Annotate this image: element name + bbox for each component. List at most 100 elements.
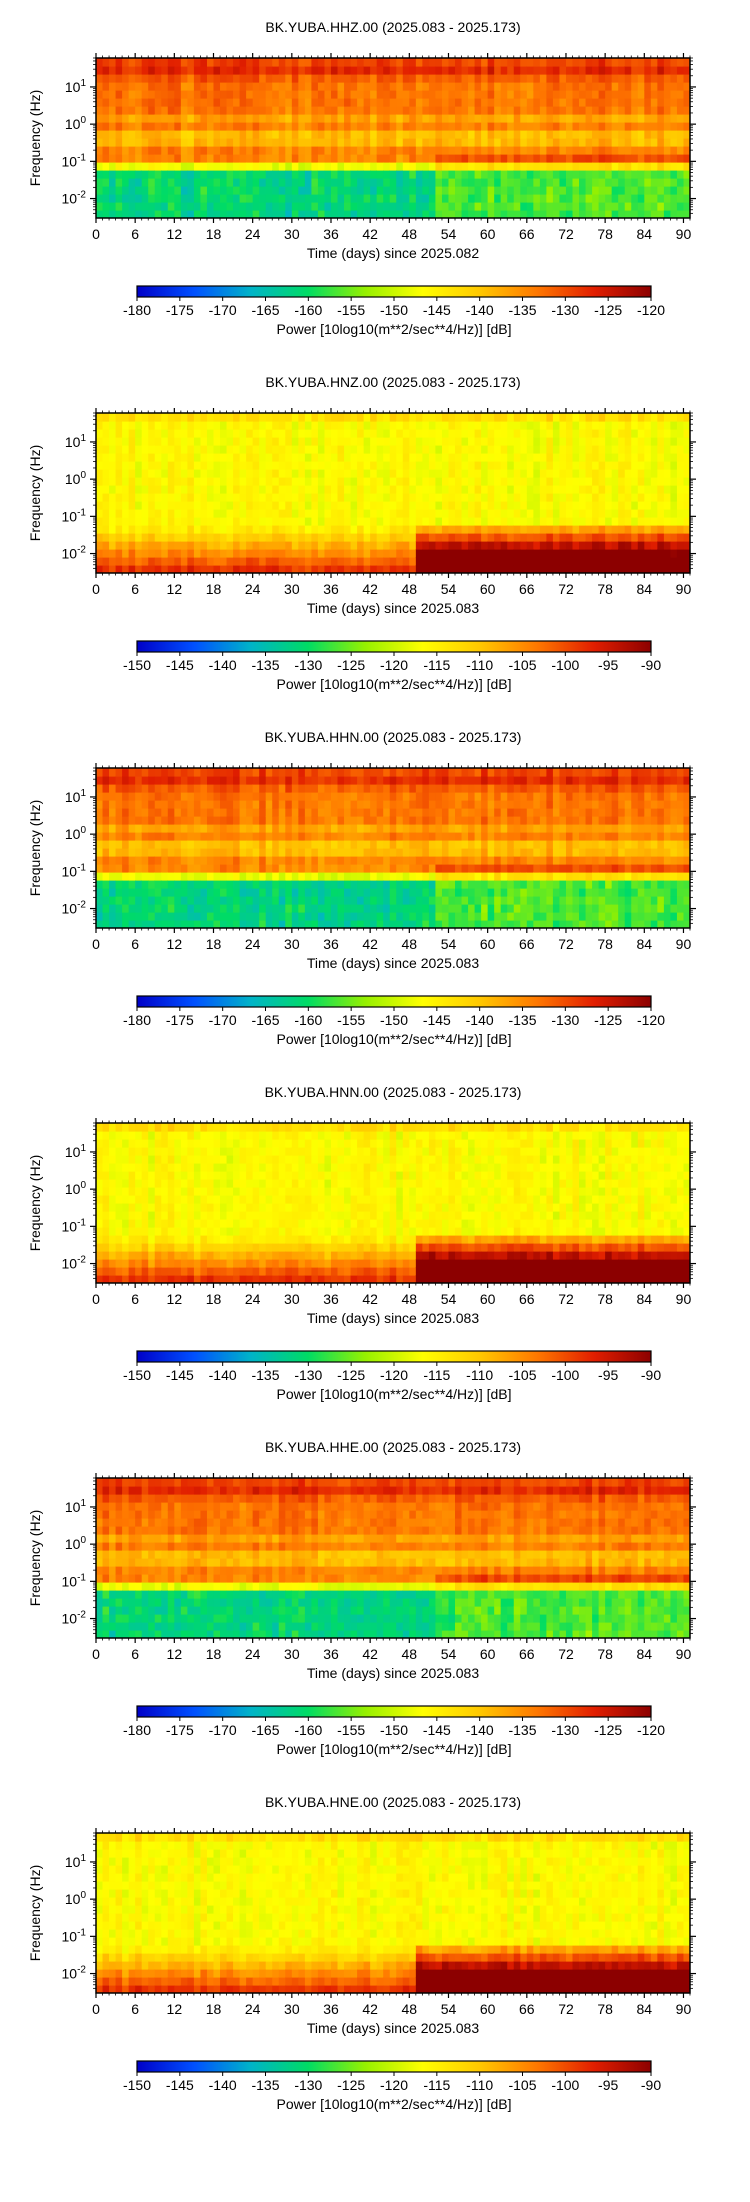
heatmap-cell <box>677 549 684 558</box>
heatmap-cell <box>311 114 318 123</box>
heatmap-cell <box>311 122 318 131</box>
heatmap-cell <box>390 66 397 75</box>
heatmap-cell <box>129 856 136 865</box>
heatmap-cell <box>246 469 253 478</box>
heatmap-cell <box>599 557 606 566</box>
heatmap-cell <box>135 509 142 518</box>
heatmap-cell <box>155 469 162 478</box>
heatmap-cell <box>462 146 469 155</box>
heatmap-cell <box>103 549 110 558</box>
heatmap-cell <box>187 517 194 526</box>
heatmap-cell <box>298 888 305 897</box>
heatmap-cell <box>670 82 677 91</box>
heatmap-cell <box>305 429 312 438</box>
heatmap-cell <box>285 186 292 195</box>
heatmap-cell <box>396 485 403 494</box>
heatmap-cell <box>435 114 442 123</box>
heatmap-cell <box>181 792 188 801</box>
heatmap-cell <box>279 437 286 446</box>
heatmap-cell <box>631 477 638 486</box>
heatmap-cell <box>279 170 286 179</box>
heatmap-cell <box>612 477 619 486</box>
heatmap-cell <box>318 138 325 147</box>
heatmap-cell <box>605 138 612 147</box>
heatmap-cell <box>311 154 318 163</box>
heatmap-cell <box>409 509 416 518</box>
heatmap-cell <box>266 557 273 566</box>
heatmap-cell <box>266 800 273 809</box>
heatmap-cell <box>416 162 423 171</box>
heatmap-cell <box>109 82 116 91</box>
heatmap-cell <box>507 90 514 99</box>
heatmap-cell <box>644 437 651 446</box>
heatmap-cell <box>266 808 273 817</box>
heatmap-cell <box>253 896 260 905</box>
heatmap-cell <box>586 82 593 91</box>
heatmap-cell <box>259 445 266 454</box>
heatmap-cell <box>638 106 645 115</box>
heatmap-cell <box>546 122 553 131</box>
heatmap-cell <box>383 501 390 510</box>
heatmap-cell <box>422 421 429 430</box>
heatmap-cell <box>122 58 129 67</box>
heatmap-cell <box>462 98 469 107</box>
heatmap-cell <box>475 501 482 510</box>
heatmap-cell <box>644 114 651 123</box>
heatmap-cell <box>403 162 410 171</box>
heatmap-cell <box>246 445 253 454</box>
heatmap-cell <box>357 485 364 494</box>
heatmap-cell <box>187 90 194 99</box>
heatmap-cell <box>187 485 194 494</box>
heatmap-cell <box>520 517 527 526</box>
heatmap-cell <box>364 90 371 99</box>
heatmap-cell <box>533 194 540 203</box>
heatmap-cell <box>429 66 436 75</box>
heatmap-cell <box>318 461 325 470</box>
heatmap-cell <box>318 74 325 83</box>
heatmap-cell <box>540 82 547 91</box>
heatmap-cell <box>592 98 599 107</box>
heatmap-cell <box>599 413 606 422</box>
heatmap-cell <box>142 880 149 889</box>
heatmap-cell <box>103 154 110 163</box>
heatmap-cell <box>259 170 266 179</box>
heatmap-cell <box>266 178 273 187</box>
heatmap-cell <box>546 533 553 542</box>
heatmap-cell <box>253 880 260 889</box>
heatmap-cell <box>351 477 358 486</box>
heatmap-cell <box>285 904 292 913</box>
heatmap-cell <box>501 445 508 454</box>
heatmap-cell <box>168 469 175 478</box>
heatmap-cell <box>109 517 116 526</box>
heatmap-cell <box>174 122 181 131</box>
heatmap-cell <box>285 413 292 422</box>
heatmap-cell <box>514 413 521 422</box>
x-tick-label: 90 <box>676 581 692 597</box>
heatmap-cell <box>599 493 606 502</box>
heatmap-cell <box>200 453 207 462</box>
heatmap-cell <box>266 114 273 123</box>
heatmap-cell <box>481 501 488 510</box>
heatmap-cell <box>377 74 384 83</box>
heatmap-cell <box>220 453 227 462</box>
heatmap-cell <box>103 122 110 131</box>
heatmap-cell <box>370 58 377 67</box>
heatmap-cell <box>187 557 194 566</box>
heatmap-cell <box>311 557 318 566</box>
heatmap-cell <box>390 74 397 83</box>
heatmap-cell <box>96 485 103 494</box>
heatmap-cell <box>338 130 345 139</box>
y-tick-base: 10 <box>62 191 78 207</box>
heatmap-cell <box>514 493 521 502</box>
heatmap-cell <box>207 146 214 155</box>
heatmap-cell <box>116 872 123 881</box>
heatmap-cell <box>468 170 475 179</box>
heatmap-cell <box>422 541 429 550</box>
heatmap-cell <box>553 453 560 462</box>
heatmap-cell <box>488 509 495 518</box>
heatmap-cell <box>586 130 593 139</box>
heatmap-cell <box>416 549 423 558</box>
y-tick-exp: 0 <box>80 470 86 481</box>
heatmap-cell <box>435 194 442 203</box>
heatmap-cell <box>566 186 573 195</box>
